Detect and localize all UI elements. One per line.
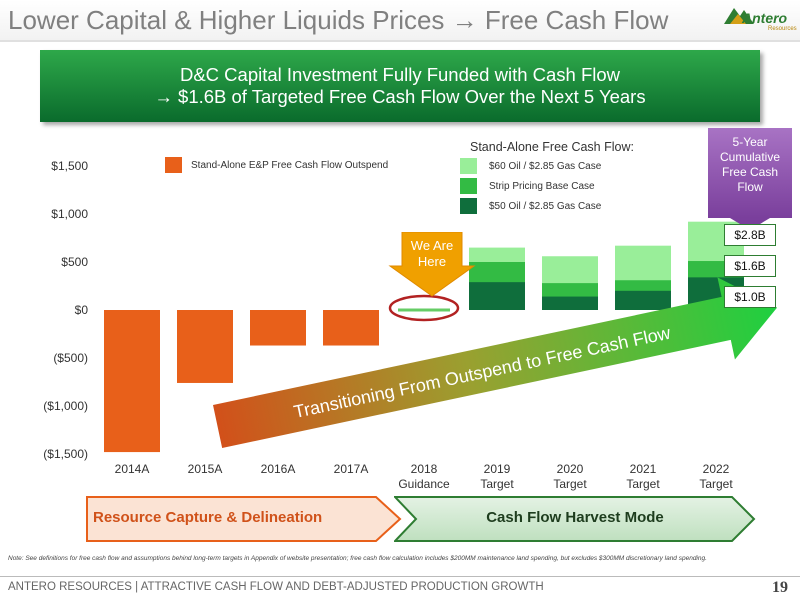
footnote: Note: See definitions for free cash flow… [8,555,707,562]
logo-text: Antero [742,10,788,26]
bar-outspend [104,310,160,453]
transition-arrow-shape [213,277,778,449]
x-tick-label: 2021 [630,462,657,476]
phase-left-label: Resource Capture & Delineation [93,509,323,526]
x-tick-label: 2015A [188,462,223,476]
headline-banner: D&C Capital Investment Fully Funded with… [40,50,760,122]
callout-line-1: 5-Year [732,135,768,149]
y-tick-label: ($500) [53,351,88,365]
bar-outspend [177,310,233,383]
we-are-here-line-2: Here [417,254,447,269]
legend-fcf-header: Stand-Alone Free Cash Flow: [470,140,634,154]
legend-swatch-outspend [165,157,182,173]
value-box-1.6b: $1.6B [724,255,776,277]
phase-right-arrow-shape [394,496,756,542]
x-tick-label: 2018 [411,462,438,476]
legend-label-outspend: Stand-Alone E&P Free Cash Flow Outspend [191,160,389,171]
legend-swatch-50-oil [460,198,477,214]
mountain-logo-icon [724,8,754,24]
banner-line-2: → $1.6B of Targeted Free Cash Flow Over … [154,86,646,107]
value-box-2.8b: $2.8B [724,224,776,246]
antero-logo: Antero Resources [724,4,797,36]
bar-case_50 [469,282,525,310]
callout-line-3: Free Cash [721,165,779,179]
page-number: 19 [772,579,788,596]
value-box-1.0b: $1.0B [724,286,776,308]
phase-left-arrow-shape [86,496,402,542]
logo-subtext: Resources [768,26,797,32]
legend-swatch-60-oil [460,158,477,174]
x-tick-label: Target [626,477,660,491]
x-tick-label: Target [699,477,733,491]
y-tick-label: ($1,500) [43,447,88,461]
we-are-here-text: We Are Here [386,238,478,270]
y-tick-label: $500 [61,255,88,269]
legend-label-strip: Strip Pricing Base Case [489,181,595,192]
callout-line-4: Flow [737,180,763,194]
bar-case_50 [615,290,671,310]
legend-label-60-oil: $60 Oil / $2.85 Gas Case [489,161,602,172]
y-tick-label: $0 [75,303,89,317]
x-tick-label: 2014A [115,462,150,476]
x-tick-label: 2020 [557,462,584,476]
footer-divider [0,576,800,577]
bar-case_50 [542,296,598,310]
callout-line-2: Cumulative [719,150,781,164]
bar-outspend [250,310,306,346]
x-tick-label: 2017A [334,462,369,476]
x-tick-label: Target [553,477,587,491]
phase-resource-capture: Resource Capture & Delineation [86,496,402,542]
y-tick-label: ($1,000) [43,399,88,413]
we-are-here-marker: We Are Here [386,232,478,298]
fcf-bar-chart: $1,500 $1,000 $500 $0 ($500) ($1,000) ($1,500)… [43,159,778,491]
down-arrow-icon [388,232,476,297]
phase-right-label: Cash Flow Harvest Mode [486,509,664,526]
x-tick-label: Guidance [398,477,450,491]
legend-swatch-strip [460,178,477,194]
footer-text: ANTERO RESOURCES | ATTRACTIVE CASH FLOW … [8,581,544,593]
cumulative-fcf-callout: 5-Year Cumulative Free Cash Flow [708,128,792,218]
title-bar: Lower Capital & Higher Liquids Prices → … [0,0,800,42]
we-are-here-line-1: We Are [410,238,454,253]
x-tick-label: Target [480,477,514,491]
x-tick-label: 2022 [703,462,730,476]
highlight-ellipse [388,294,460,322]
y-tick-label: $1,000 [51,207,88,221]
legend-label-50-oil: $50 Oil / $2.85 Gas Case [489,201,602,212]
page-title: Lower Capital & Higher Liquids Prices → … [8,5,669,35]
banner-line-1: D&C Capital Investment Fully Funded with… [179,64,621,85]
bar-outspend [323,310,379,346]
x-tick-label: 2019 [484,462,511,476]
y-tick-label: $1,500 [51,159,88,173]
phase-cash-flow-harvest: Cash Flow Harvest Mode [394,496,756,542]
x-tick-label: 2016A [261,462,296,476]
